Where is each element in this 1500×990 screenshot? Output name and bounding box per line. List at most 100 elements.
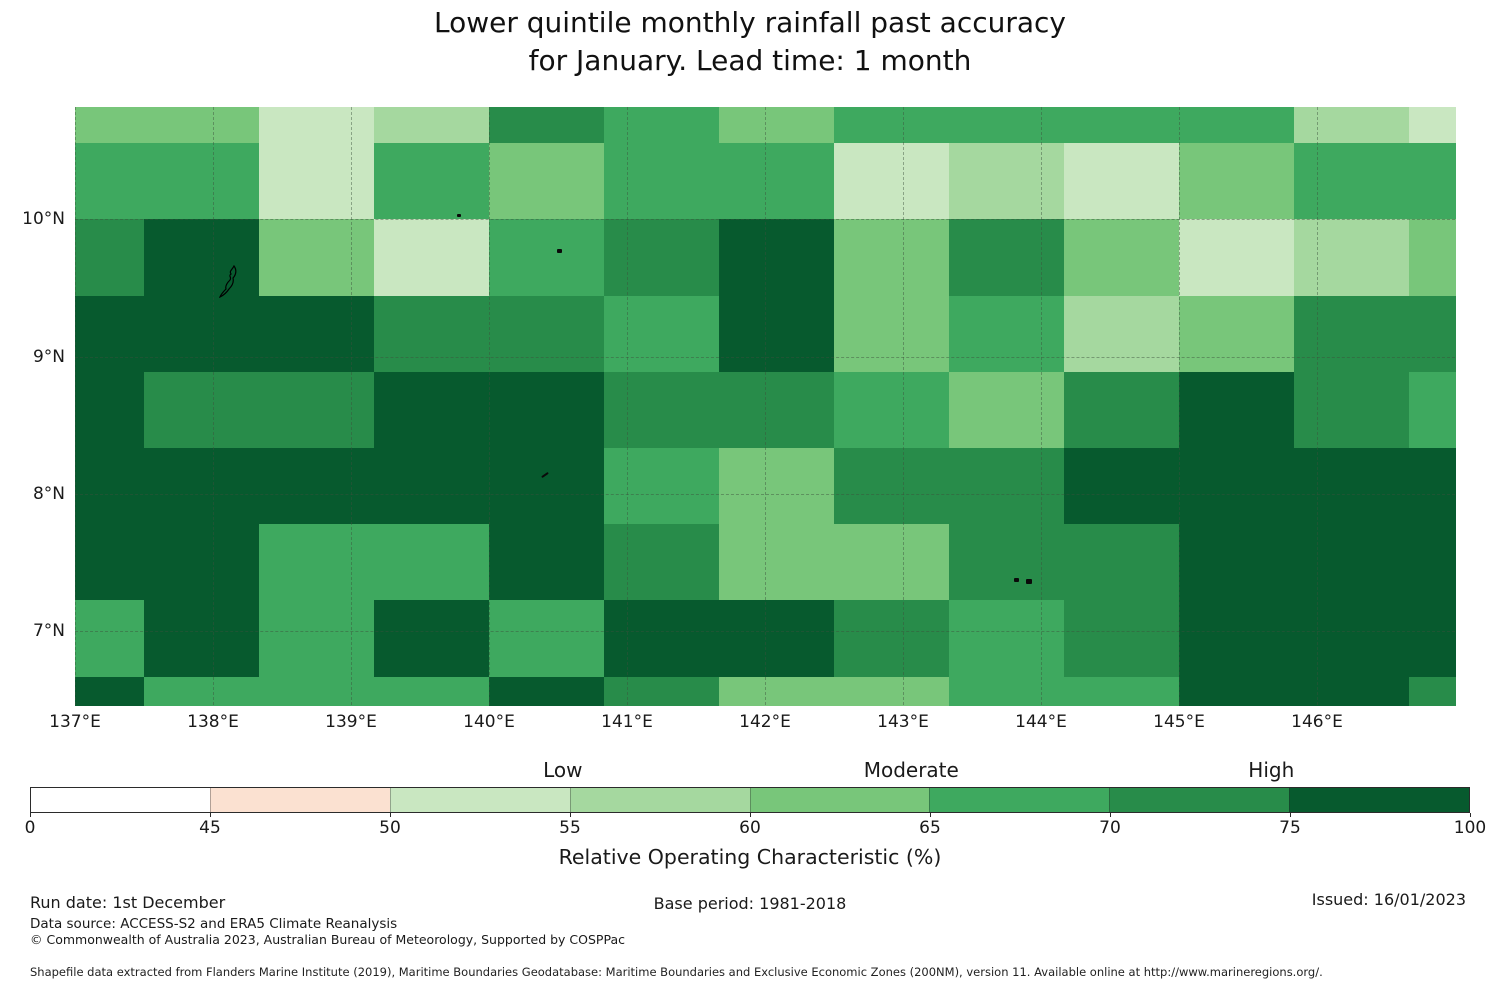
map-cell	[144, 448, 260, 525]
map-cell	[948, 295, 1065, 373]
map-cell	[75, 371, 145, 449]
map-cell	[1293, 143, 1410, 221]
map-cell	[374, 676, 490, 706]
map-cell	[75, 143, 145, 221]
y-axis-tick-label: 9°N	[32, 346, 65, 367]
island-outline	[218, 264, 245, 299]
map-cell	[258, 295, 375, 373]
map-cell	[144, 295, 260, 373]
graticule-latitude-line	[75, 219, 1455, 221]
colorbar-region-label: Low	[543, 758, 583, 782]
map-cell	[834, 600, 950, 678]
x-axis-tick-label: 144°E	[1015, 712, 1067, 732]
colorbar-tick-mark	[750, 813, 751, 817]
x-axis-tick-label: 137°E	[49, 712, 101, 732]
colorbar-tick-label: 50	[379, 818, 401, 838]
colorbar-tick-label: 0	[24, 818, 36, 838]
map-cell	[1064, 524, 1180, 602]
map-cell	[948, 600, 1065, 678]
map-cell	[75, 219, 145, 297]
map-cell	[834, 219, 950, 297]
map-cell	[948, 143, 1065, 221]
colorbar-region-label: High	[1248, 758, 1295, 782]
map-cell	[1293, 448, 1410, 525]
map-cell	[603, 295, 720, 373]
graticule-longitude-line	[765, 107, 766, 705]
map-cell	[1293, 524, 1410, 602]
heatmap-map	[75, 107, 1456, 706]
map-cell	[374, 219, 490, 297]
map-cell	[489, 600, 605, 678]
chart-title-line1: Lower quintile monthly rainfall past acc…	[433, 6, 1066, 39]
colorbar-tick-mark	[1470, 813, 1471, 817]
map-cell	[1293, 219, 1410, 297]
map-cell	[1409, 524, 1456, 602]
y-axis-tick-label: 10°N	[22, 209, 65, 230]
colorbar	[30, 787, 1470, 813]
map-cell	[1409, 448, 1456, 525]
colorbar-tick-mark	[570, 813, 571, 817]
footer-shapefile-note: Shapefile data extracted from Flanders M…	[30, 965, 1323, 979]
map-cell	[1409, 107, 1456, 144]
map-cell	[374, 295, 490, 373]
map-cell	[75, 295, 145, 373]
map-cell	[489, 295, 605, 373]
map-cell	[1179, 524, 1295, 602]
graticule-longitude-line	[627, 107, 628, 705]
map-cell	[1293, 371, 1410, 449]
map-cell	[719, 600, 835, 678]
graticule-longitude-line	[903, 107, 904, 705]
map-cell	[834, 295, 950, 373]
map-cell	[258, 219, 375, 297]
map-cell	[374, 600, 490, 678]
map-cell	[1179, 107, 1295, 144]
map-cell	[834, 524, 950, 602]
colorbar-segment	[1109, 788, 1290, 812]
map-cell	[719, 143, 835, 221]
colorbar-tick-label: 100	[1453, 818, 1487, 838]
map-cell	[144, 107, 260, 144]
map-cell	[144, 143, 260, 221]
map-cell	[144, 676, 260, 706]
map-cell	[489, 219, 605, 297]
colorbar-segment	[929, 788, 1110, 812]
map-cell	[489, 107, 605, 144]
map-cell	[75, 524, 145, 602]
map-cell	[1293, 600, 1410, 678]
map-cell	[258, 600, 375, 678]
map-cell	[75, 676, 145, 706]
graticule-longitude-line	[1179, 107, 1180, 705]
colorbar-axis-label: Relative Operating Characteristic (%)	[558, 845, 942, 869]
graticule-longitude-line	[75, 107, 76, 705]
map-cell	[834, 107, 950, 144]
map-cell	[489, 676, 605, 706]
map-cell	[258, 448, 375, 525]
map-cell	[603, 219, 720, 297]
colorbar-tick-mark	[30, 813, 31, 817]
chart-title: Lower quintile monthly rainfall past acc…	[0, 4, 1500, 80]
map-cell	[1179, 219, 1295, 297]
map-cell	[1064, 219, 1180, 297]
graticule-longitude-line	[213, 107, 214, 705]
map-cell	[1409, 676, 1456, 706]
map-cell	[75, 448, 145, 525]
map-cell	[1409, 600, 1456, 678]
map-cell	[75, 107, 145, 144]
map-cell	[1179, 295, 1295, 373]
x-axis-tick-label: 140°E	[463, 712, 515, 732]
map-cell	[719, 107, 835, 144]
map-cell	[948, 371, 1065, 449]
map-cell	[603, 107, 720, 144]
map-cell	[1064, 448, 1180, 525]
map-cell	[1409, 295, 1456, 373]
colorbar-tick-label: 45	[199, 818, 221, 838]
map-cell	[1409, 371, 1456, 449]
map-cell	[1064, 107, 1180, 144]
map-cell	[374, 143, 490, 221]
map-cell	[1293, 107, 1410, 144]
map-cell	[719, 371, 835, 449]
map-cell	[144, 219, 260, 297]
graticule-longitude-line	[1041, 107, 1042, 705]
colorbar-segment	[749, 788, 930, 812]
